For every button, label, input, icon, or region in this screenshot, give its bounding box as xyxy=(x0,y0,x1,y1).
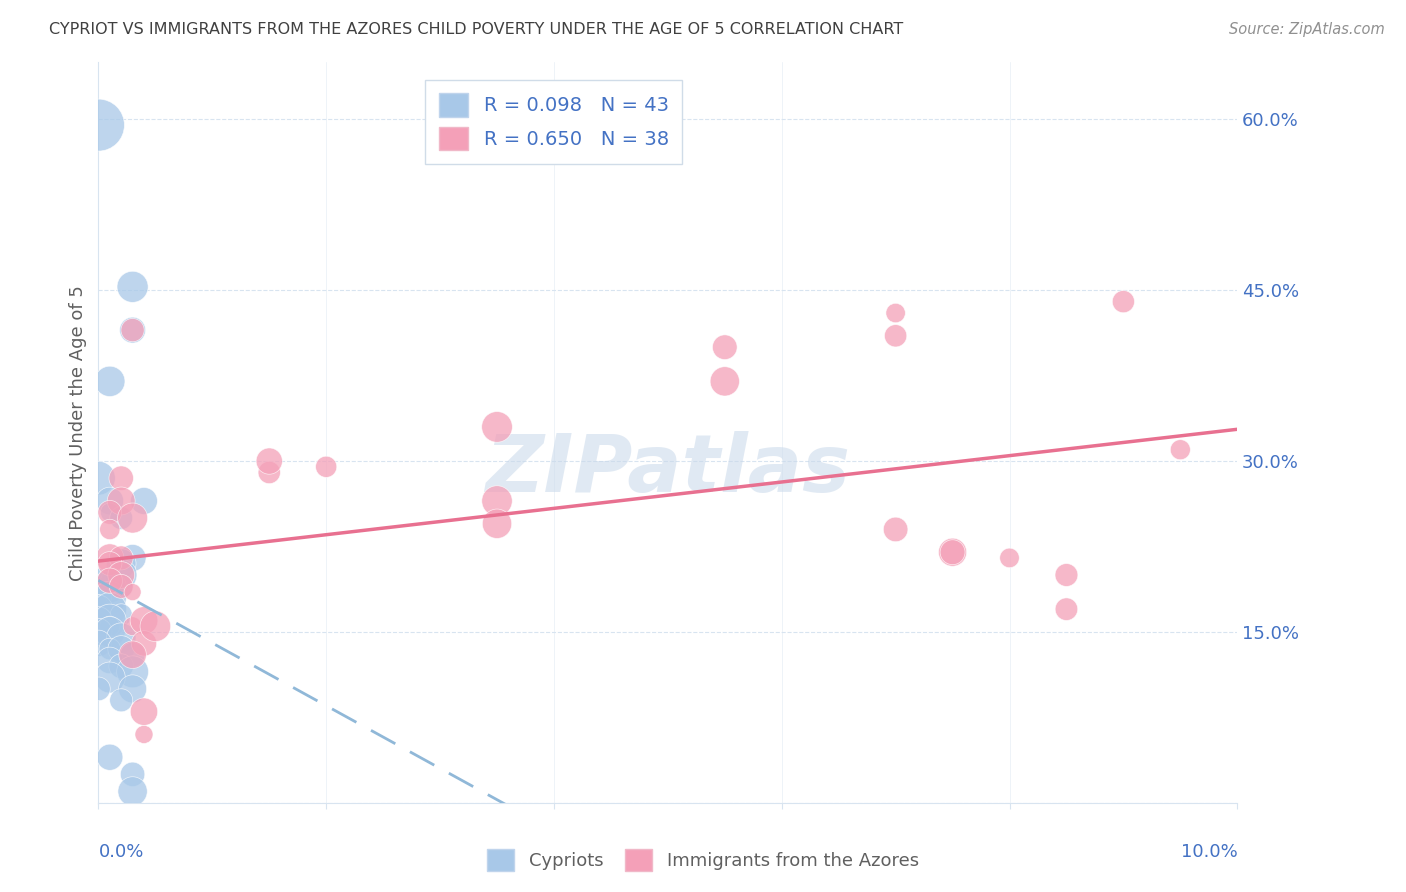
Point xyxy=(98,614,121,628)
Point xyxy=(98,591,121,605)
Point xyxy=(145,619,167,633)
Point xyxy=(98,375,121,389)
Point xyxy=(87,597,110,611)
Point xyxy=(87,574,110,588)
Point xyxy=(486,420,509,434)
Point xyxy=(121,585,143,599)
Point xyxy=(884,523,907,537)
Point xyxy=(110,579,132,593)
Point xyxy=(98,624,121,639)
Point xyxy=(259,466,281,480)
Point xyxy=(1056,568,1078,582)
Point xyxy=(98,550,121,565)
Point xyxy=(110,550,132,565)
Point xyxy=(121,784,143,798)
Point xyxy=(121,767,143,781)
Point xyxy=(87,681,110,696)
Point xyxy=(87,471,110,485)
Text: 0.0%: 0.0% xyxy=(98,843,143,861)
Point xyxy=(87,636,110,650)
Point xyxy=(110,511,132,525)
Point xyxy=(121,648,143,662)
Point xyxy=(1170,442,1192,457)
Point xyxy=(87,585,110,599)
Point xyxy=(132,614,155,628)
Point xyxy=(87,118,110,132)
Point xyxy=(98,574,121,588)
Point xyxy=(87,602,110,616)
Point xyxy=(121,511,143,525)
Point xyxy=(942,545,965,559)
Point xyxy=(98,505,121,519)
Point xyxy=(110,568,132,582)
Point xyxy=(98,523,121,537)
Point xyxy=(110,642,132,657)
Point xyxy=(132,494,155,508)
Point xyxy=(259,454,281,468)
Point xyxy=(486,494,509,508)
Text: 10.0%: 10.0% xyxy=(1181,843,1237,861)
Point xyxy=(98,653,121,667)
Point xyxy=(110,607,132,622)
Point xyxy=(98,642,121,657)
Point xyxy=(121,681,143,696)
Point xyxy=(110,693,132,707)
Point xyxy=(110,471,132,485)
Y-axis label: Child Poverty Under the Age of 5: Child Poverty Under the Age of 5 xyxy=(69,285,87,581)
Point xyxy=(87,614,110,628)
Text: Source: ZipAtlas.com: Source: ZipAtlas.com xyxy=(1229,22,1385,37)
Point xyxy=(1112,294,1135,309)
Point xyxy=(110,579,132,593)
Point xyxy=(110,568,132,582)
Point xyxy=(998,550,1021,565)
Legend: Cypriots, Immigrants from the Azores: Cypriots, Immigrants from the Azores xyxy=(479,842,927,879)
Point xyxy=(98,557,121,571)
Point xyxy=(884,328,907,343)
Point xyxy=(98,671,121,685)
Point xyxy=(884,306,907,320)
Point xyxy=(87,591,110,605)
Point xyxy=(132,705,155,719)
Point xyxy=(315,459,337,474)
Point xyxy=(110,659,132,673)
Point xyxy=(486,516,509,531)
Point xyxy=(942,545,965,559)
Point xyxy=(110,557,132,571)
Point xyxy=(121,648,143,662)
Point xyxy=(98,505,121,519)
Point xyxy=(110,631,132,645)
Point xyxy=(714,340,737,354)
Point xyxy=(98,494,121,508)
Point xyxy=(87,624,110,639)
Legend: R = 0.098   N = 43, R = 0.650   N = 38: R = 0.098 N = 43, R = 0.650 N = 38 xyxy=(426,79,682,164)
Point xyxy=(98,750,121,764)
Point xyxy=(121,550,143,565)
Point xyxy=(121,323,143,337)
Point xyxy=(98,619,121,633)
Text: ZIPatlas: ZIPatlas xyxy=(485,431,851,508)
Point xyxy=(98,574,121,588)
Point xyxy=(98,602,121,616)
Point xyxy=(1056,602,1078,616)
Point xyxy=(132,727,155,741)
Point xyxy=(121,323,143,337)
Point xyxy=(121,619,143,633)
Point xyxy=(714,375,737,389)
Point xyxy=(110,494,132,508)
Point xyxy=(98,579,121,593)
Point xyxy=(121,280,143,294)
Point xyxy=(132,636,155,650)
Text: CYPRIOT VS IMMIGRANTS FROM THE AZORES CHILD POVERTY UNDER THE AGE OF 5 CORRELATI: CYPRIOT VS IMMIGRANTS FROM THE AZORES CH… xyxy=(49,22,904,37)
Point xyxy=(121,665,143,679)
